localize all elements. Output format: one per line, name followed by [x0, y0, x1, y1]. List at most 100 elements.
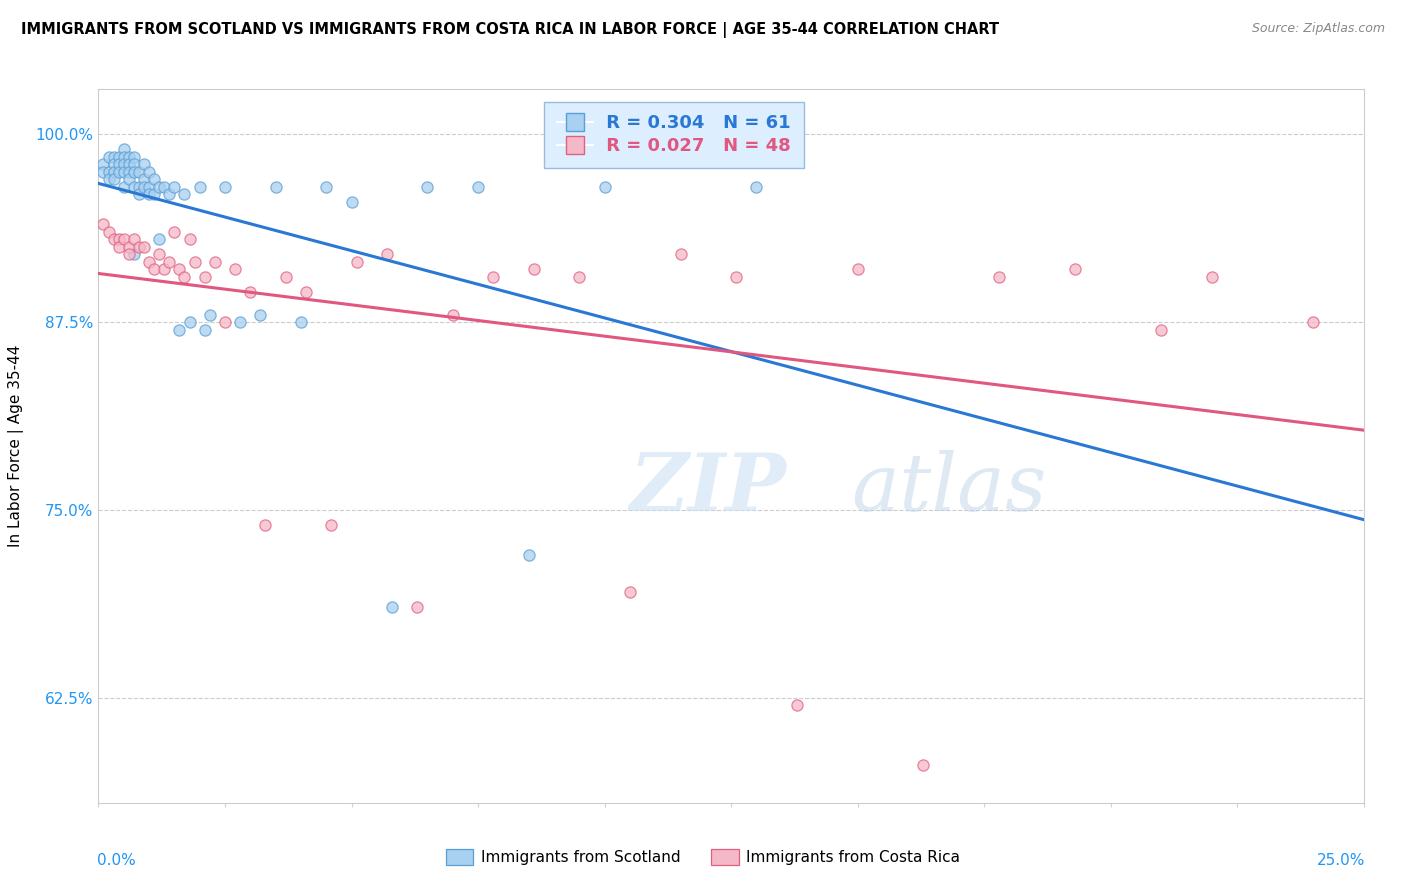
Point [118, 150, 141, 164]
Point [274, 270, 297, 285]
Point [132, 240, 155, 254]
Point [568, 270, 591, 285]
Point [122, 165, 145, 179]
Point [214, 315, 236, 329]
Point [132, 157, 155, 171]
Point [593, 179, 616, 194]
Point [148, 232, 170, 246]
Point [846, 262, 869, 277]
Point [93, 165, 115, 179]
Y-axis label: In Labor Force | Age 35-44: In Labor Force | Age 35-44 [8, 345, 24, 547]
Point [163, 179, 186, 194]
Point [214, 179, 236, 194]
Point [97, 225, 120, 239]
Point [163, 225, 186, 239]
Point [112, 232, 135, 246]
Point [97, 165, 120, 179]
Point [346, 255, 368, 269]
Point [290, 315, 312, 329]
Point [122, 232, 145, 246]
Point [188, 179, 211, 194]
Point [118, 165, 141, 179]
Point [143, 262, 166, 277]
Point [375, 247, 398, 261]
Point [321, 517, 343, 532]
Point [912, 758, 935, 772]
Point [198, 308, 221, 322]
Text: Source: ZipAtlas.com: Source: ZipAtlas.com [1251, 22, 1385, 36]
Point [148, 247, 170, 261]
Point [204, 255, 226, 269]
Point [112, 179, 135, 194]
Point [416, 179, 439, 194]
Point [107, 232, 129, 246]
Point [93, 157, 115, 171]
Point [786, 698, 808, 713]
Text: IMMIGRANTS FROM SCOTLAND VS IMMIGRANTS FROM COSTA RICA IN LABOR FORCE | AGE 35-4: IMMIGRANTS FROM SCOTLAND VS IMMIGRANTS F… [21, 22, 1000, 38]
Point [153, 179, 176, 194]
Point [745, 179, 768, 194]
Point [122, 247, 145, 261]
Point [315, 179, 337, 194]
Legend:  R = 0.304   N = 61,  R = 0.027   N = 48: R = 0.304 N = 61, R = 0.027 N = 48 [544, 102, 804, 168]
Point [169, 322, 191, 336]
Point [128, 187, 150, 202]
Point [118, 172, 141, 186]
Point [183, 255, 205, 269]
Point [112, 157, 135, 171]
Point [132, 179, 155, 194]
Point [254, 517, 277, 532]
Point [128, 240, 150, 254]
Point [138, 255, 160, 269]
Point [128, 165, 150, 179]
Point [224, 262, 246, 277]
Point [406, 600, 429, 615]
Point [103, 172, 125, 186]
Point [118, 157, 141, 171]
Point [179, 232, 201, 246]
Point [118, 247, 141, 261]
Point [112, 142, 135, 156]
Point [194, 322, 217, 336]
Text: atlas: atlas [851, 450, 1046, 527]
Point [112, 150, 135, 164]
Legend: Immigrants from Scotland, Immigrants from Costa Rica: Immigrants from Scotland, Immigrants fro… [440, 843, 966, 871]
Point [179, 315, 201, 329]
Point [148, 179, 170, 194]
Point [138, 179, 160, 194]
Point [482, 270, 505, 285]
Point [103, 150, 125, 164]
Text: 25.0%: 25.0% [1316, 853, 1365, 868]
Point [239, 285, 262, 299]
Point [107, 240, 129, 254]
Point [619, 585, 641, 599]
Point [153, 262, 176, 277]
Point [169, 262, 191, 277]
Text: 0.0%: 0.0% [97, 853, 136, 868]
Point [157, 187, 180, 202]
Point [1064, 262, 1087, 277]
Point [138, 187, 160, 202]
Point [122, 157, 145, 171]
Point [249, 308, 271, 322]
Point [295, 285, 318, 299]
Point [103, 157, 125, 171]
Point [122, 150, 145, 164]
Point [194, 270, 217, 285]
Point [340, 194, 363, 209]
Point [112, 165, 135, 179]
Point [441, 308, 464, 322]
Point [381, 600, 404, 615]
Point [725, 270, 748, 285]
Point [523, 262, 546, 277]
Point [1150, 322, 1173, 336]
Point [143, 187, 166, 202]
Point [143, 172, 166, 186]
Point [173, 270, 195, 285]
Point [517, 548, 540, 562]
Point [107, 165, 129, 179]
Point [1302, 315, 1324, 329]
Point [93, 218, 115, 232]
Point [988, 270, 1011, 285]
Point [107, 157, 129, 171]
